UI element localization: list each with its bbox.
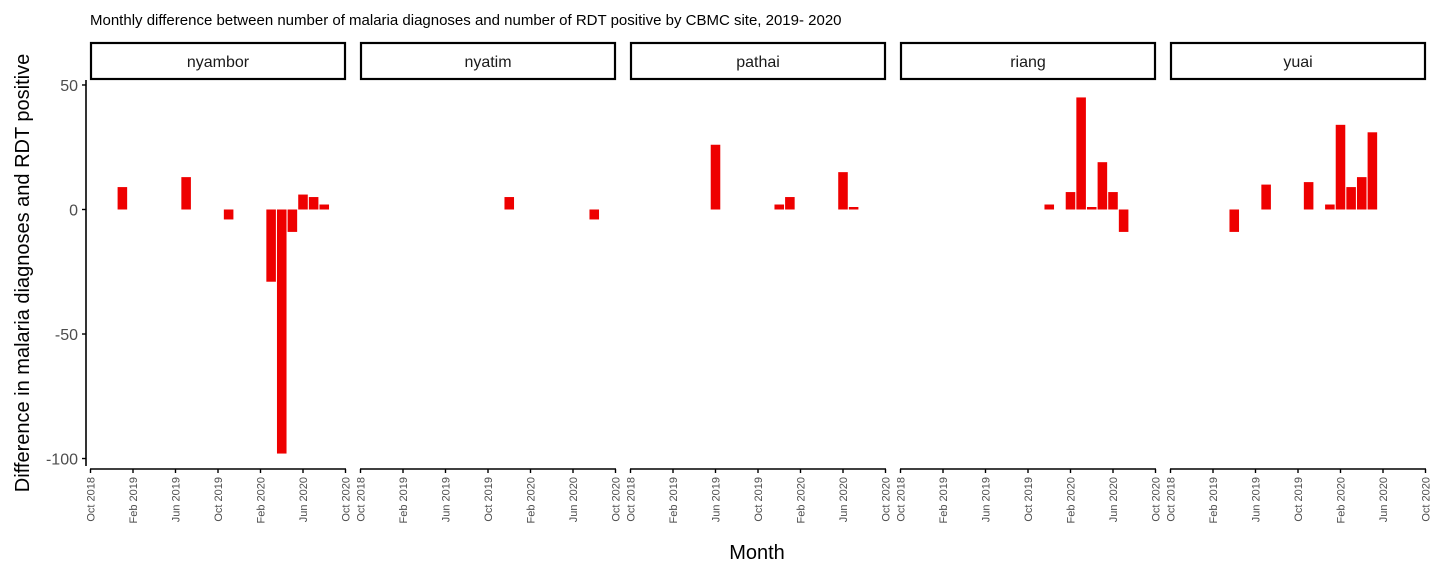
bar-pathai-2019-06	[710, 144, 721, 210]
x-tick-label: Jun 2020	[298, 477, 310, 522]
facet-strip-label: pathai	[736, 54, 780, 71]
x-tick-label: Oct 2018	[86, 477, 98, 522]
bar-yuai-2019-11	[1303, 182, 1314, 210]
bar-nyambor-2019-07	[181, 177, 191, 210]
facet-panels: nyambor Oct 2018 Feb 2019 Jun 2019 Oct 2019 F…	[86, 41, 1433, 523]
bar-nyambor-2020-04	[276, 209, 287, 454]
facet-strip-label: nyambor	[187, 54, 250, 71]
bar-nyatim-2020-08	[589, 209, 600, 220]
facet-strip	[629, 41, 887, 81]
x-tick-label: Oct 2020	[881, 477, 893, 522]
x-tick-label: Jun 2019	[1251, 477, 1263, 522]
facet-strip-label: nyatim	[464, 54, 511, 71]
x-tick-label: Jun 2019	[981, 477, 993, 522]
x-tick-label: Feb 2019	[128, 477, 140, 523]
x-tick-label: Oct 2018	[356, 477, 368, 522]
bar-nyatim-2019-12	[504, 197, 515, 210]
bar-riang-2020-04	[1086, 207, 1097, 210]
x-tick-label: Oct 2020	[1421, 477, 1433, 522]
bar-yuai-2020-02	[1335, 124, 1346, 210]
bar-nyambor-2020-08	[319, 204, 330, 210]
panel-riang: riang Oct 2018 Feb 2019 Jun 2019 Oct 2019 Feb…	[896, 41, 1163, 523]
bar-riang-2020-06	[1108, 192, 1118, 210]
x-tick-label: Feb 2020	[526, 477, 538, 523]
bar-pathai-2020-01	[785, 197, 795, 210]
panel-nyatim: nyatim Oct 2018 Feb 2019 Jun 2019 Oct 2019 Fe…	[356, 41, 623, 523]
facet-strip	[359, 41, 617, 81]
x-axis-title: Month	[729, 542, 785, 564]
bar-yuai-2020-05	[1367, 132, 1378, 210]
bar-nyambor-2020-05	[287, 209, 298, 232]
bar-yuai-2020-04	[1356, 177, 1367, 210]
x-tick-label: Oct 2019	[753, 477, 765, 522]
x-tick-label: Jun 2020	[838, 477, 850, 522]
x-tick-label: Oct 2018	[1166, 477, 1178, 522]
bar-pathai-2020-07	[848, 207, 859, 210]
x-tick-label: Oct 2019	[213, 477, 225, 522]
x-tick-label: Oct 2020	[1151, 477, 1163, 522]
x-tick-label: Feb 2019	[668, 477, 680, 523]
bar-yuai-2020-03	[1346, 187, 1356, 210]
bar-yuai-2019-04	[1229, 209, 1240, 232]
y-axis: -100 -50 0 50	[46, 78, 87, 469]
bar-nyambor-2019-11	[223, 209, 234, 220]
x-tick-label: Oct 2020	[611, 477, 623, 522]
x-tick-label: Jun 2020	[1378, 477, 1390, 522]
x-tick-label: Feb 2020	[1336, 477, 1348, 523]
bar-nyambor-2020-06	[298, 194, 308, 210]
bar-pathai-2020-06	[838, 172, 848, 210]
facet-strip	[89, 41, 347, 81]
x-tick-label: Feb 2019	[938, 477, 950, 523]
facet-strip	[899, 41, 1157, 81]
y-tick-label: 0	[69, 202, 78, 219]
bar-riang-2019-12	[1044, 204, 1055, 210]
panel-pathai: pathai Oct 2018 Feb 2019 Jun 2019 Oct 2019 Fe…	[626, 41, 893, 523]
y-axis-title: Difference in malaria diagnoses and RDT …	[12, 54, 34, 492]
x-tick-label: Jun 2019	[441, 477, 453, 522]
x-tick-label: Feb 2020	[256, 477, 268, 523]
chart-title: Monthly difference between number of mal…	[90, 12, 842, 29]
y-tick-label: -50	[55, 327, 78, 344]
x-tick-label: Feb 2019	[1208, 477, 1220, 523]
x-tick-label: Feb 2020	[796, 477, 808, 523]
panel-nyambor: nyambor Oct 2018 Feb 2019 Jun 2019 Oct 2019 F…	[86, 41, 353, 523]
facet-strip-label: yuai	[1283, 54, 1312, 71]
bar-yuai-2019-07	[1261, 184, 1271, 210]
bar-riang-2020-05	[1097, 162, 1108, 210]
x-tick-label: Oct 2020	[341, 477, 353, 522]
bar-riang-2020-03	[1076, 97, 1086, 210]
y-tick-label: 50	[60, 78, 78, 95]
bar-nyambor-2020-03	[266, 209, 276, 282]
x-tick-label: Oct 2018	[896, 477, 908, 522]
x-tick-label: Oct 2019	[1023, 477, 1035, 522]
bar-pathai-2019-12	[774, 204, 785, 210]
x-tick-label: Feb 2020	[1066, 477, 1078, 523]
y-tick-label: -100	[46, 452, 78, 469]
x-tick-label: Jun 2019	[711, 477, 723, 522]
panel-yuai: yuai Oct 2018 Feb 2019 Jun 2019 Oct 2019 Feb …	[1166, 41, 1433, 523]
x-tick-label: Jun 2019	[171, 477, 183, 522]
facet-strip-label: riang	[1010, 54, 1046, 71]
x-tick-label: Oct 2019	[483, 477, 495, 522]
x-tick-label: Oct 2019	[1293, 477, 1305, 522]
bar-yuai-2020-01	[1325, 204, 1335, 210]
bar-nyambor-2020-07	[308, 197, 319, 210]
x-tick-label: Feb 2019	[398, 477, 410, 523]
x-tick-label: Oct 2018	[626, 477, 638, 522]
x-tick-label: Jun 2020	[568, 477, 580, 522]
x-tick-label: Jun 2020	[1108, 477, 1120, 522]
bar-riang-2020-02	[1065, 192, 1076, 210]
bar-riang-2020-07	[1118, 209, 1129, 232]
facet-strip	[1169, 41, 1427, 81]
bar-nyambor-2019-01	[117, 187, 128, 210]
